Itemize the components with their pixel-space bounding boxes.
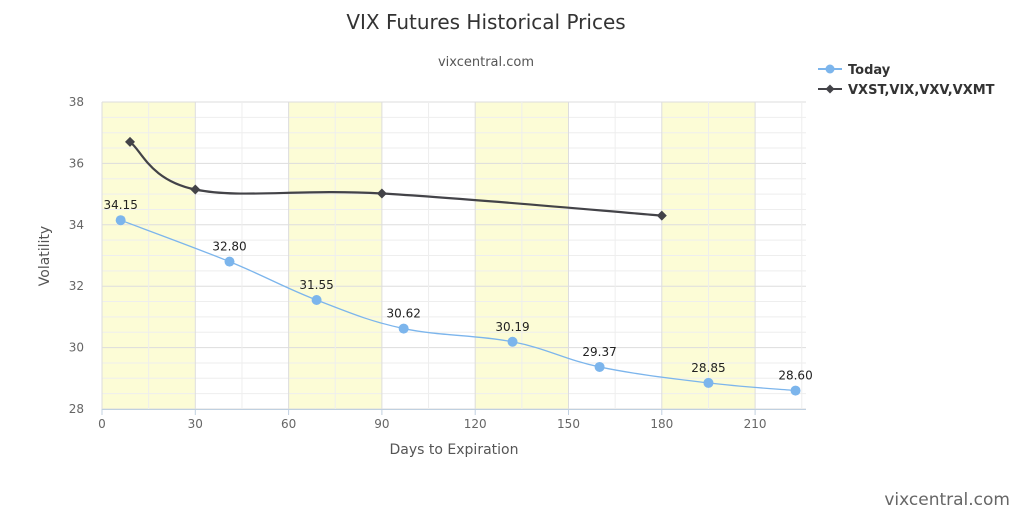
chart-subtitle: vixcentral.com [438, 55, 534, 70]
point-today [311, 295, 322, 306]
y-tick-label: 32 [69, 279, 84, 293]
point-today [224, 256, 235, 267]
data-labels: 34.15 32.80 31.55 30.62 30.19 29.37 28.85 28.60 [103, 198, 812, 382]
point-today [115, 215, 126, 226]
x-tick-label: 90 [374, 417, 389, 431]
data-label-today: 30.62 [386, 307, 420, 321]
x-tick-label: 60 [281, 417, 296, 431]
x-tick-label: 0 [98, 417, 106, 431]
legend-marker-vxst-vix-vxv-vxmt [825, 84, 835, 94]
data-label-today: 28.60 [778, 369, 812, 383]
legend-label-vxst-vix-vxv-vxmt: VXST,VIX,VXV,VXMT [848, 83, 995, 98]
series-line-vxst-vix-vxv-vxmt [129, 141, 662, 217]
credit-text[interactable]: vixcentral.com [884, 490, 1010, 510]
legend-marker-today [825, 64, 835, 74]
data-label-today: 28.85 [691, 361, 725, 375]
y-axis-title: Volatility [37, 226, 53, 286]
series-line-today [120, 219, 796, 392]
y-tick-label: 38 [69, 95, 84, 109]
legend[interactable]: Today VXST,VIX,VXV,VXMT [818, 63, 995, 98]
point-today [398, 323, 409, 334]
point-today [703, 377, 714, 388]
y-tick-label: 28 [69, 402, 84, 416]
point-today [507, 336, 518, 347]
x-tick-label: 120 [464, 417, 487, 431]
x-tick-label: 30 [188, 417, 203, 431]
y-tick-label: 36 [69, 156, 84, 170]
data-label-today: 31.55 [299, 278, 333, 292]
point-vxst-vix-vxv-vxmt [376, 188, 387, 199]
point-vxst-vix-vxv-vxmt [124, 136, 135, 147]
axes: 0 30 60 90 120 150 180 210 28 30 32 34 36 38 [69, 95, 806, 431]
series-lines [120, 141, 796, 392]
chart-title: VIX Futures Historical Prices [346, 10, 625, 34]
point-today [594, 361, 605, 372]
y-tick-label: 34 [69, 218, 84, 232]
series-markers[interactable] [115, 136, 801, 396]
point-vxst-vix-vxv-vxmt [656, 210, 667, 221]
x-tick-label: 180 [650, 417, 673, 431]
y-tick-label: 30 [69, 341, 84, 355]
x-axis-title: Days to Expiration [390, 442, 519, 458]
data-label-today: 30.19 [495, 320, 529, 334]
data-label-today: 32.80 [212, 240, 246, 254]
point-today [790, 385, 801, 396]
x-tick-label: 210 [744, 417, 767, 431]
legend-label-today: Today [848, 63, 891, 78]
x-tick-label: 150 [557, 417, 580, 431]
point-vxst-vix-vxv-vxmt [190, 184, 201, 195]
data-label-today: 34.15 [103, 198, 137, 212]
data-label-today: 29.37 [582, 345, 616, 359]
